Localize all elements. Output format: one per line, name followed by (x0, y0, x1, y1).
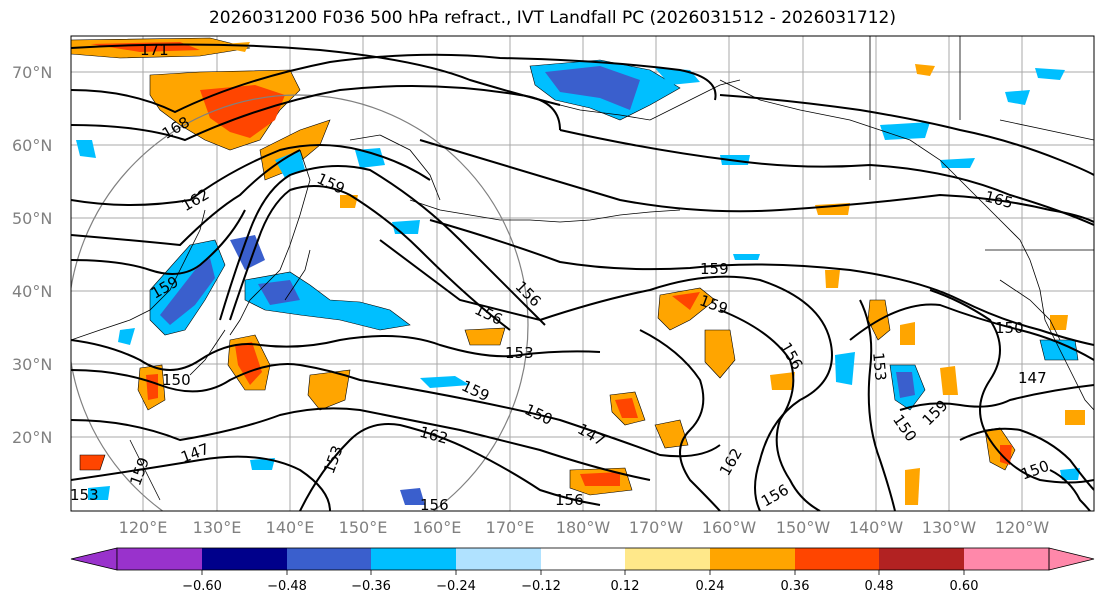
lon-label: 180°W (556, 518, 611, 537)
lon-label: 160°E (413, 518, 462, 537)
shaded-field (71, 37, 1085, 505)
contour-label: 150 (162, 371, 191, 389)
lon-label: 120°E (119, 518, 168, 537)
colorbar-extend-low (70, 547, 118, 571)
map-frame (70, 35, 1095, 512)
colorbar-bin (202, 548, 287, 570)
lat-label: 60°N (12, 136, 52, 155)
contour-label: 150 (995, 319, 1024, 337)
lat-label: 40°N (12, 282, 52, 301)
lon-label: 170°E (486, 518, 535, 537)
lat-label: 30°N (12, 355, 52, 374)
colorbar-bin (710, 548, 795, 570)
contour-label: 156 (420, 496, 449, 514)
contour-label: 153 (70, 486, 99, 504)
lon-label: 160°W (702, 518, 757, 537)
lon-label: 140°E (266, 518, 315, 537)
lon-label: 170°W (629, 518, 684, 537)
lon-label: 130°E (193, 518, 242, 537)
colorbar-bin (879, 548, 964, 570)
colorbar-tick-label: 0.60 (950, 579, 979, 594)
colorbar-tick-label: 0.12 (611, 579, 640, 594)
colorbar-extend-high (1048, 547, 1095, 571)
colorbar-bin (371, 548, 456, 570)
colorbar-tick-label: −0.24 (436, 579, 476, 594)
colorbar: −0.60 −0.48 −0.36 −0.24 −0.12 0.12 0.24 … (70, 547, 1095, 594)
contour-label: 153 (869, 352, 889, 382)
colorbar-tick-label: 0.36 (781, 579, 810, 594)
lon-label: 130°W (922, 518, 977, 537)
lon-label: 150°E (339, 518, 388, 537)
lat-label: 70°N (12, 63, 52, 82)
lon-label: 150°W (776, 518, 831, 537)
contour-label: 159 (700, 260, 729, 278)
contour-label: 147 (1018, 369, 1047, 387)
colorbar-tick-label: 0.48 (865, 579, 894, 594)
lon-label: 140°W (849, 518, 904, 537)
colorbar-tick-label: −0.48 (267, 579, 307, 594)
contour-label: 171 (140, 41, 169, 59)
contour-label: 156 (555, 491, 584, 509)
colorbar-bin (541, 548, 625, 570)
colorbar-tick-label: 0.24 (696, 579, 725, 594)
lat-label: 50°N (12, 209, 52, 228)
refractivity-contours (71, 43, 1094, 511)
latitude-labels: 70°N 60°N 50°N 40°N 30°N 20°N (12, 63, 52, 447)
map-title: 2026031200 F036 500 hPa refract., IVT La… (208, 8, 896, 28)
colorbar-bin (456, 548, 541, 570)
lon-label: 120°W (995, 518, 1050, 537)
colorbar-tick-label: −0.12 (521, 579, 561, 594)
lat-label: 20°N (12, 428, 52, 447)
coastlines (71, 36, 1094, 501)
colorbar-frame (116, 547, 1050, 571)
colorbar-tick-label: −0.36 (351, 579, 391, 594)
colorbar-tick-label: −0.60 (182, 579, 222, 594)
colorbar-bin (287, 548, 371, 570)
contour-label: 153 (505, 344, 534, 362)
colorbar-bin (625, 548, 710, 570)
colorbar-bin (795, 548, 879, 570)
colorbar-bin (964, 548, 1049, 570)
longitude-labels: 120°E 130°E 140°E 150°E 160°E 170°E 180°… (119, 518, 1050, 537)
colorbar-bin (117, 548, 202, 570)
region-circle (71, 94, 529, 511)
